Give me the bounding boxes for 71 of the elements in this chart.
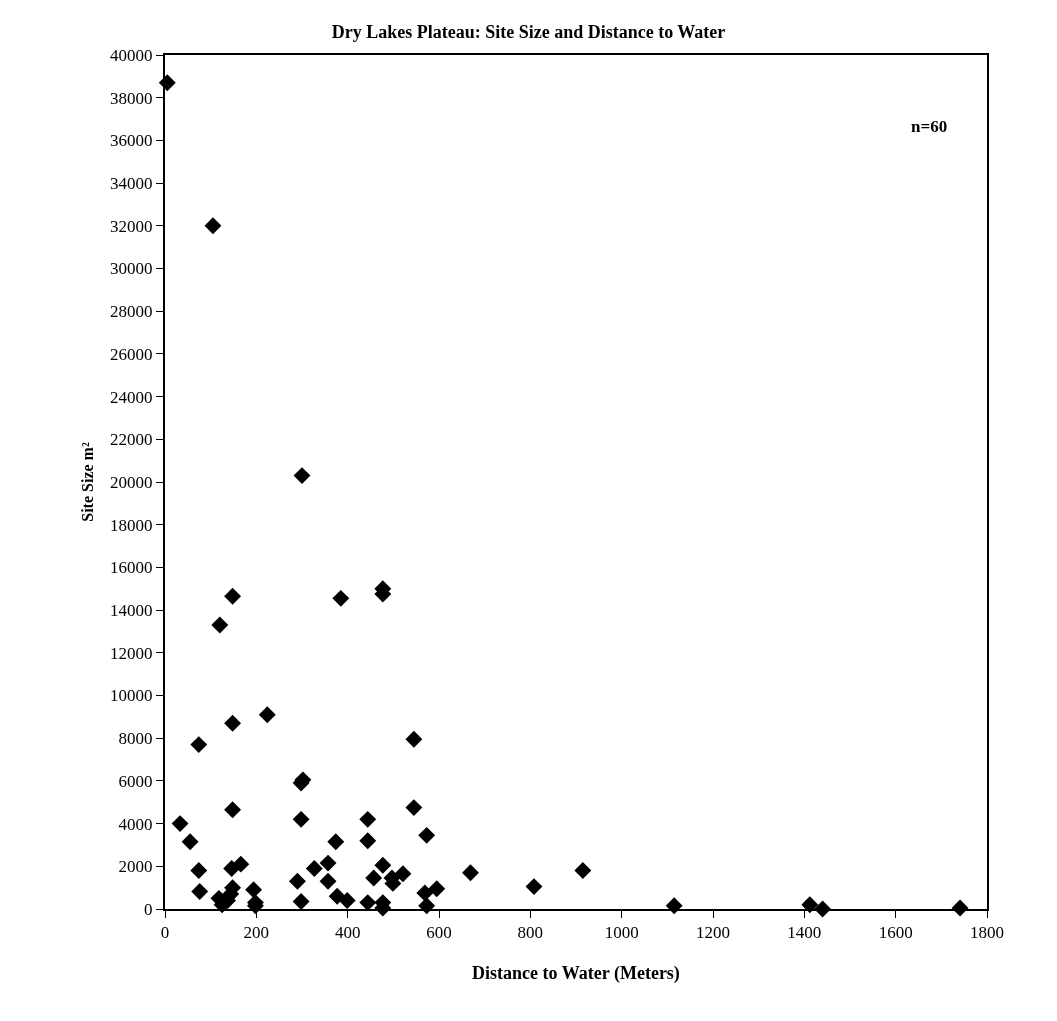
y-tick-label: 8000 (118, 729, 153, 749)
y-tick-label: 30000 (110, 259, 153, 279)
point (232, 855, 250, 873)
point (211, 616, 229, 634)
point (418, 826, 436, 844)
point (359, 832, 377, 850)
point (525, 878, 543, 896)
point (224, 801, 242, 819)
x-tick-label: 200 (243, 923, 270, 943)
y-tick-label: 34000 (110, 174, 153, 194)
point (204, 217, 222, 235)
y-tick-label: 40000 (110, 45, 153, 65)
point (293, 467, 311, 485)
y-tick-label: 10000 (110, 686, 153, 706)
point (191, 883, 209, 900)
x-axis-title: Distance to Water (Meters) (472, 963, 680, 984)
point (224, 587, 242, 605)
point (405, 730, 423, 748)
y-tick-label: 6000 (118, 771, 153, 791)
point (359, 810, 377, 828)
y-tick-label: 0 (144, 899, 153, 919)
point (394, 865, 412, 883)
x-tick-label: 1600 (878, 923, 913, 943)
point (319, 872, 337, 890)
point (319, 854, 337, 872)
x-tick-label: 800 (517, 923, 544, 943)
chart-title: Dry Lakes Plateau: Site Size and Distance to Water (331, 22, 726, 43)
point (428, 880, 446, 898)
point (245, 881, 263, 899)
point (258, 706, 276, 724)
annotation: n=60 (911, 117, 948, 136)
point (332, 589, 350, 607)
point (374, 856, 392, 874)
point (365, 869, 383, 887)
y-tick-label: 26000 (110, 344, 153, 364)
point (190, 862, 208, 880)
point (462, 864, 479, 882)
y-tick-label: 20000 (110, 472, 153, 492)
x-tick-label: 1400 (787, 923, 822, 943)
y-tick-label: 12000 (110, 643, 153, 663)
point (224, 714, 242, 732)
x-tick-label: 600 (426, 923, 452, 943)
y-tick-label: 24000 (110, 387, 153, 407)
point (305, 859, 323, 877)
y-tick-label: 38000 (110, 88, 153, 108)
y-tick-label: 22000 (110, 430, 153, 450)
y-tick-label: 14000 (110, 601, 153, 621)
x-tick-label: 0 (160, 923, 170, 943)
point (171, 815, 189, 833)
point (405, 799, 423, 817)
x-tick-label: 1800 (970, 923, 1004, 943)
point (338, 892, 356, 909)
point (190, 736, 208, 754)
y-tick-label: 18000 (110, 515, 153, 535)
point (292, 810, 310, 828)
point (292, 893, 310, 910)
point (574, 862, 592, 880)
point (181, 833, 199, 851)
y-tick-label: 28000 (110, 302, 153, 322)
point (327, 833, 345, 851)
x-tick-label: 1200 (696, 923, 730, 943)
point (288, 872, 306, 890)
x-tick-label: 1000 (604, 923, 639, 943)
y-tick-label: 2000 (118, 857, 153, 877)
y-tick-label: 4000 (118, 814, 153, 834)
y-tick-label: 16000 (110, 558, 153, 578)
point (416, 884, 434, 902)
y-axis-title: Site Size m² (79, 442, 97, 522)
x-tick-label: 400 (334, 923, 361, 943)
y-tick-label: 32000 (110, 216, 153, 236)
y-tick-label: 36000 (110, 131, 153, 151)
